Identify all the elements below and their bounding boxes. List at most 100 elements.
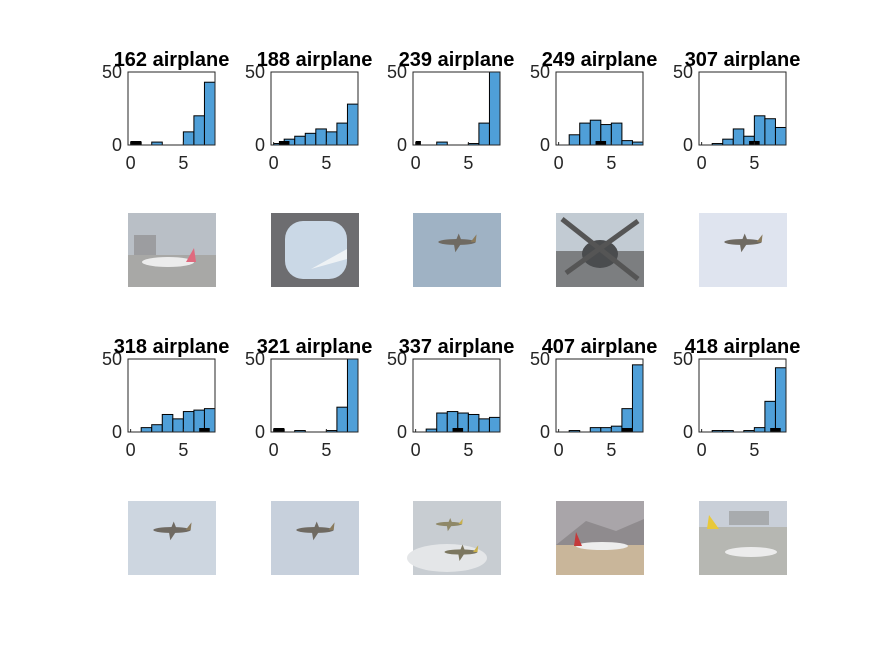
axes-box	[555, 358, 644, 433]
histogram-bar	[753, 115, 766, 146]
histogram-bar	[182, 411, 195, 433]
cloud	[407, 544, 487, 572]
histogram-bar	[478, 122, 490, 146]
thumbnail-image	[407, 501, 501, 575]
y-tick-label: 50	[102, 62, 122, 82]
histogram-bar	[346, 103, 359, 146]
thumbnail-image	[271, 213, 359, 287]
panel-title: 188 airplane	[257, 49, 373, 71]
propeller-blade	[564, 218, 640, 276]
plane-tail	[756, 234, 763, 242]
x-tick-label: 5	[749, 153, 759, 173]
x-tick-label: 0	[697, 440, 707, 460]
wing-view	[311, 249, 347, 269]
plane-wing	[311, 530, 321, 541]
y-tick-label: 50	[673, 62, 693, 82]
x-tick-label: 5	[321, 153, 331, 173]
axes-box	[127, 71, 216, 146]
thumbnail-image	[556, 213, 644, 287]
y-tick-label: 50	[387, 349, 407, 369]
histogram-bar	[336, 122, 348, 146]
axes-box	[698, 358, 787, 433]
histogram-bar	[579, 122, 591, 146]
axes-box	[127, 358, 216, 433]
histogram-bar	[774, 126, 787, 146]
histogram-bar	[161, 413, 174, 433]
histogram-bar	[610, 122, 623, 146]
x-tick-label: 5	[178, 440, 188, 460]
y-tick-label: 50	[245, 349, 265, 369]
plane-wing	[459, 544, 466, 552]
panel-title: 407 airplane	[542, 336, 658, 358]
histogram-bar	[294, 135, 306, 146]
histogram-bar	[764, 400, 776, 433]
plane-tail	[185, 522, 192, 530]
thumbnail-image	[128, 501, 216, 575]
histogram-bar	[722, 138, 734, 146]
axes-box	[698, 71, 787, 146]
plane-tail	[458, 518, 463, 524]
thumbnail-background	[128, 501, 216, 575]
plane-wing	[170, 521, 178, 530]
y-tick-label: 50	[102, 349, 122, 369]
y-tick-label: 50	[673, 349, 693, 369]
y-tick-label: 50	[387, 62, 407, 82]
histogram-bar	[621, 140, 633, 146]
plane-wing	[739, 242, 749, 253]
panel-title: 249 airplane	[542, 49, 658, 71]
terminal	[729, 511, 769, 525]
histogram-bar	[488, 71, 501, 146]
x-tick-label: 5	[463, 440, 473, 460]
plane-wing	[447, 518, 453, 524]
window-pane	[285, 221, 347, 279]
y-tick-label: 0	[255, 135, 265, 155]
plane-wing	[741, 233, 749, 242]
histogram-bar	[478, 418, 490, 433]
x-tick-label: 5	[749, 440, 759, 460]
axes-box	[412, 71, 501, 146]
plane-tail	[470, 234, 477, 242]
building	[134, 235, 156, 255]
y-tick-label: 0	[112, 135, 122, 155]
thumbnail-image	[556, 501, 644, 575]
thumbnail-image	[128, 213, 216, 287]
histogram-bar	[631, 364, 644, 433]
engine-hub	[582, 240, 618, 268]
histogram-panel: 0 50 0 5 418 airplane	[673, 336, 800, 460]
thumbnail-image	[699, 501, 787, 575]
histogram-bar	[568, 134, 581, 146]
histogram-bar	[203, 81, 216, 146]
plane-tail	[473, 545, 479, 552]
histogram-bar	[600, 427, 612, 433]
thumbnail-background	[271, 501, 359, 575]
histogram-bar	[325, 131, 338, 146]
y-tick-label: 0	[112, 422, 122, 442]
plane-fuselage	[576, 542, 628, 550]
histogram-panel: 0 50 0 5 337 airplane	[387, 336, 514, 460]
plane-tail	[574, 532, 582, 546]
histogram-bar	[151, 424, 163, 433]
x-tick-label: 0	[697, 153, 707, 173]
plane-wing	[446, 524, 453, 532]
y-tick-label: 50	[530, 349, 550, 369]
histogram-bar	[346, 358, 359, 433]
panel-title: 307 airplane	[685, 49, 801, 71]
panel-title: 318 airplane	[114, 336, 230, 358]
histogram-panel: 0 50 0 5 239 airplane	[387, 49, 514, 173]
x-tick-label: 5	[178, 153, 188, 173]
histogram-panel: 0 50 0 5 407 airplane	[530, 336, 657, 460]
y-tick-label: 0	[683, 422, 693, 442]
plane-wing	[168, 530, 178, 541]
thumbnail-image	[413, 213, 501, 287]
histogram-bar	[589, 427, 602, 433]
panel-title: 337 airplane	[399, 336, 515, 358]
histogram-panel: 0 50 0 5 321 airplane	[245, 336, 372, 460]
histogram-bar	[610, 425, 623, 433]
x-tick-label: 0	[554, 153, 564, 173]
plane-wing	[453, 242, 463, 253]
plane-fuselage	[725, 547, 777, 557]
x-tick-label: 0	[126, 153, 136, 173]
x-tick-label: 0	[411, 153, 421, 173]
histogram-bar	[764, 118, 776, 146]
